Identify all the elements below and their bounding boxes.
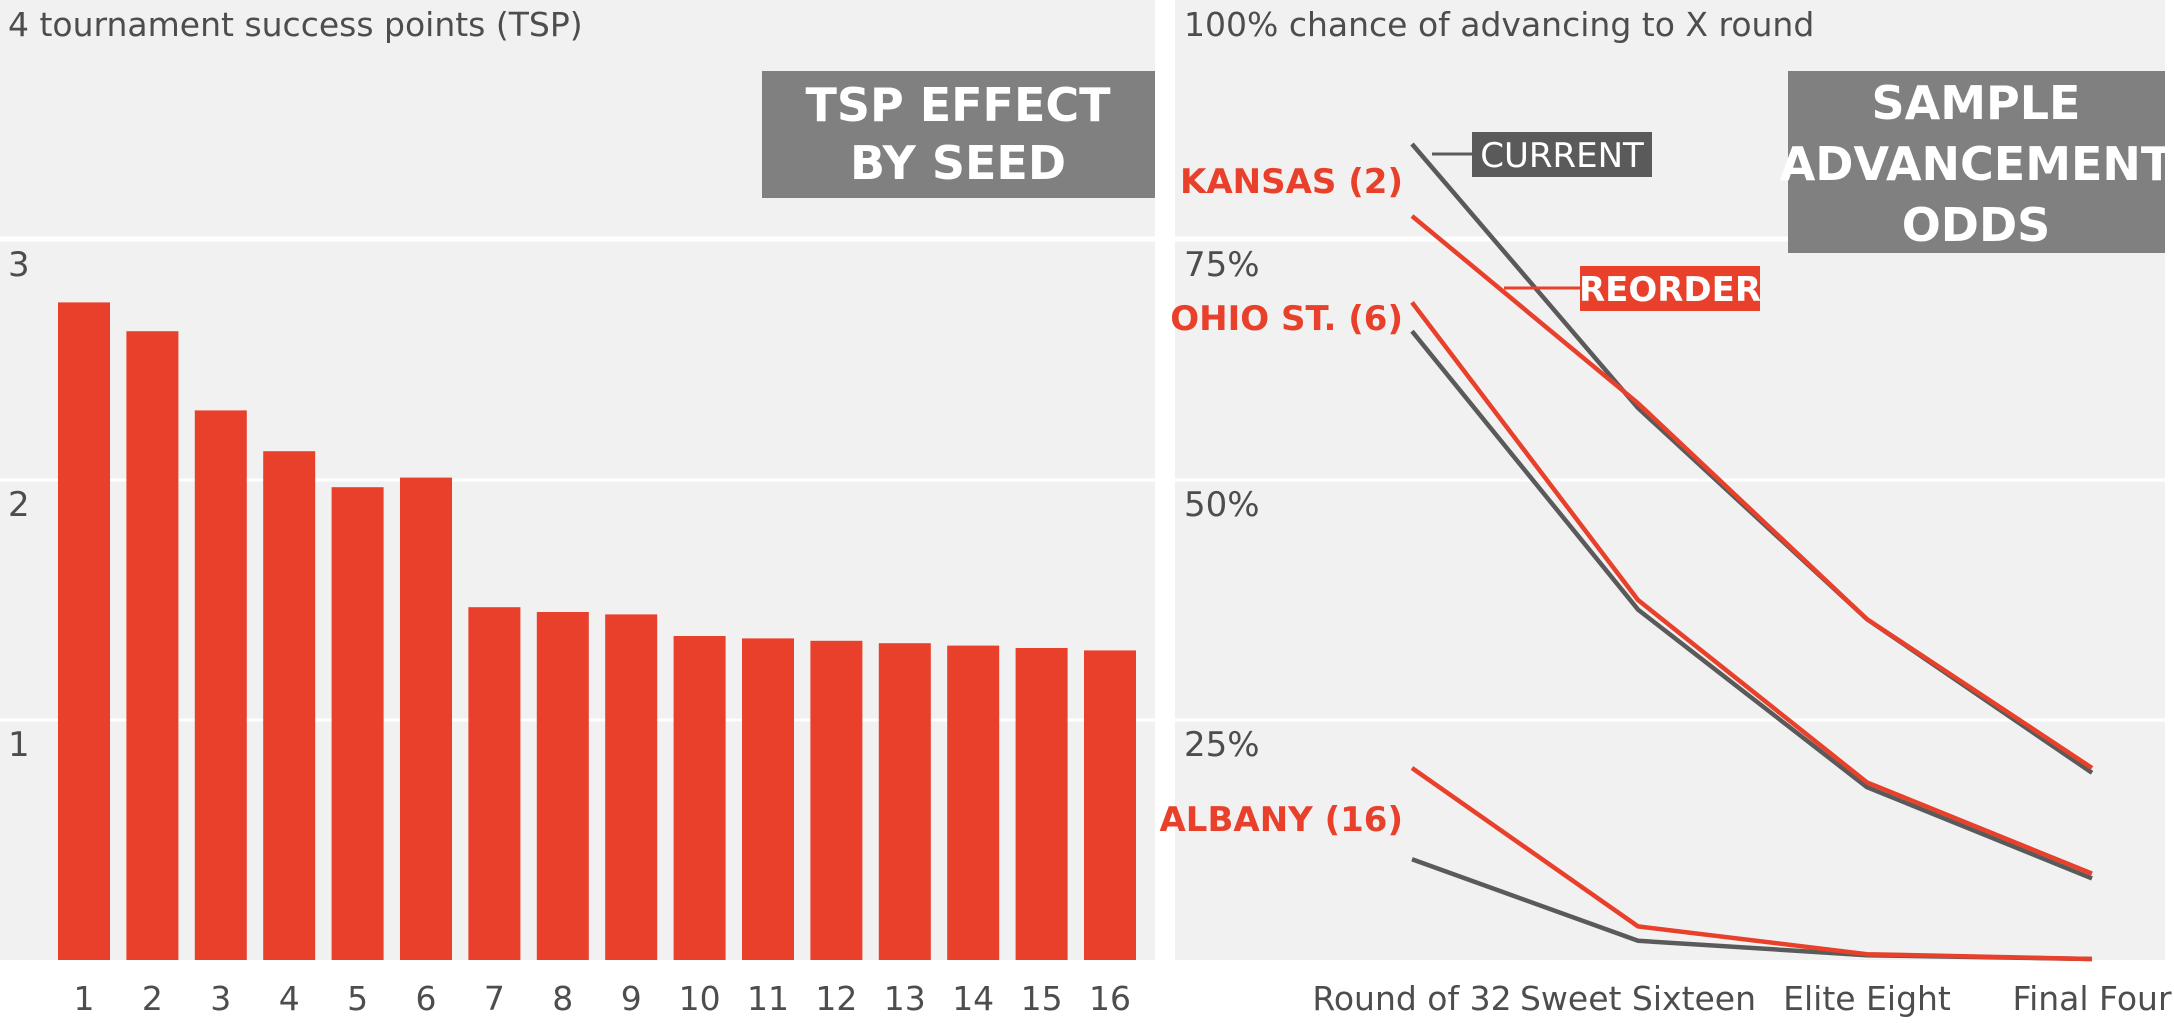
seed-tick-label: 6 [416, 979, 437, 1018]
round-tick-label: Round of 32 [1312, 979, 1511, 1018]
bar-seed-4 [263, 451, 316, 960]
bar-seed-10 [673, 636, 726, 960]
left-bars [58, 302, 1136, 960]
round-tick-label: Sweet Sixteen [1520, 979, 1756, 1018]
bar-seed-12 [810, 640, 863, 960]
team-label: OHIO ST. (6) [1170, 299, 1403, 339]
bar-seed-2 [126, 331, 179, 960]
right-y-axis: 25% 50% 75% [1184, 245, 1260, 765]
left-y-axis: 1 2 3 [8, 245, 30, 765]
round-tick-label: Elite Eight [1783, 979, 1951, 1018]
left-title-box: TSP EFFECT BY SEED [762, 71, 1155, 198]
line-ohio-st-6-current [1410, 329, 2093, 881]
advancement-odds-chart: 25% 50% 75% 100% chance of advancing to X … [1159, 0, 2173, 1018]
legend-current-label: CURRENT [1480, 136, 1644, 176]
line-albany-16-reorder [1410, 766, 2093, 962]
round-tick-label: Final Four [2012, 979, 2171, 1018]
bar-seed-15 [1015, 648, 1068, 960]
team-label: KANSAS (2) [1180, 162, 1403, 202]
line-kansas-2-reorder [1410, 214, 2094, 770]
seed-tick-label: 10 [679, 979, 721, 1018]
seed-tick-label: 1 [74, 979, 95, 1018]
right-title-box: SAMPLE ADVANCEMENT ODDS [1780, 71, 2173, 253]
seed-tick-label: 14 [952, 979, 994, 1018]
bar-seed-13 [878, 643, 931, 960]
seed-tick-label: 16 [1089, 979, 1131, 1018]
bar-seed-8 [536, 612, 589, 960]
seed-tick-label: 13 [884, 979, 926, 1018]
seed-tick-label: 15 [1021, 979, 1063, 1018]
line-ohio-st-6-reorder [1410, 301, 2093, 876]
left-ytick-label: 2 [8, 485, 30, 525]
seed-tick-label: 2 [142, 979, 163, 1018]
right-x-axis: Round of 32 Sweet Sixteen Elite Eight Final… [1312, 979, 2172, 1018]
seed-tick-label: 11 [747, 979, 789, 1018]
legend-current: CURRENT [1432, 132, 1652, 177]
left-x-axis: 1 2 3 4 5 6 7 8 9 10 11 12 13 14 15 16 [74, 979, 1132, 1018]
bar-seed-5 [331, 487, 384, 960]
left-ytick-label: 3 [8, 245, 30, 285]
right-ytick-label: 50% [1184, 485, 1260, 525]
team-label: ALBANY (16) [1159, 800, 1403, 840]
team-labels: KANSAS (2) OHIO ST. (6) ALBANY (16) [1159, 162, 1403, 840]
right-ytick-label: 25% [1184, 725, 1260, 765]
left-top-ytick-label: 4 tournament success points (TSP) [8, 5, 583, 44]
bar-seed-16 [1084, 650, 1136, 960]
seed-tick-label: 3 [210, 979, 231, 1018]
right-ytick-label: 75% [1184, 245, 1260, 285]
bar-seed-6 [400, 477, 452, 960]
seed-tick-label: 4 [279, 979, 300, 1018]
seed-tick-label: 9 [621, 979, 642, 1018]
seed-tick-label: 7 [484, 979, 505, 1018]
legend-reorder-label: REORDER [1579, 270, 1761, 310]
bar-seed-11 [742, 638, 794, 960]
legend-reorder: REORDER [1504, 266, 1761, 311]
right-top-ytick-label: 100% chance of advancing to X round [1184, 5, 1814, 44]
bar-seed-1 [58, 302, 110, 960]
left-ytick-label: 1 [8, 725, 30, 765]
left-chart-title: TSP EFFECT BY SEED [805, 78, 1111, 190]
seed-tick-label: 5 [347, 979, 368, 1018]
bar-seed-3 [194, 410, 247, 960]
right-chart-title: SAMPLE ADVANCEMENT ODDS [1780, 76, 2173, 252]
bar-seed-9 [605, 614, 658, 960]
seed-tick-label: 12 [815, 979, 857, 1018]
bar-seed-7 [468, 607, 521, 960]
right-series-lines [1410, 142, 2094, 962]
bar-seed-14 [947, 645, 1000, 960]
seed-tick-label: 8 [552, 979, 573, 1018]
